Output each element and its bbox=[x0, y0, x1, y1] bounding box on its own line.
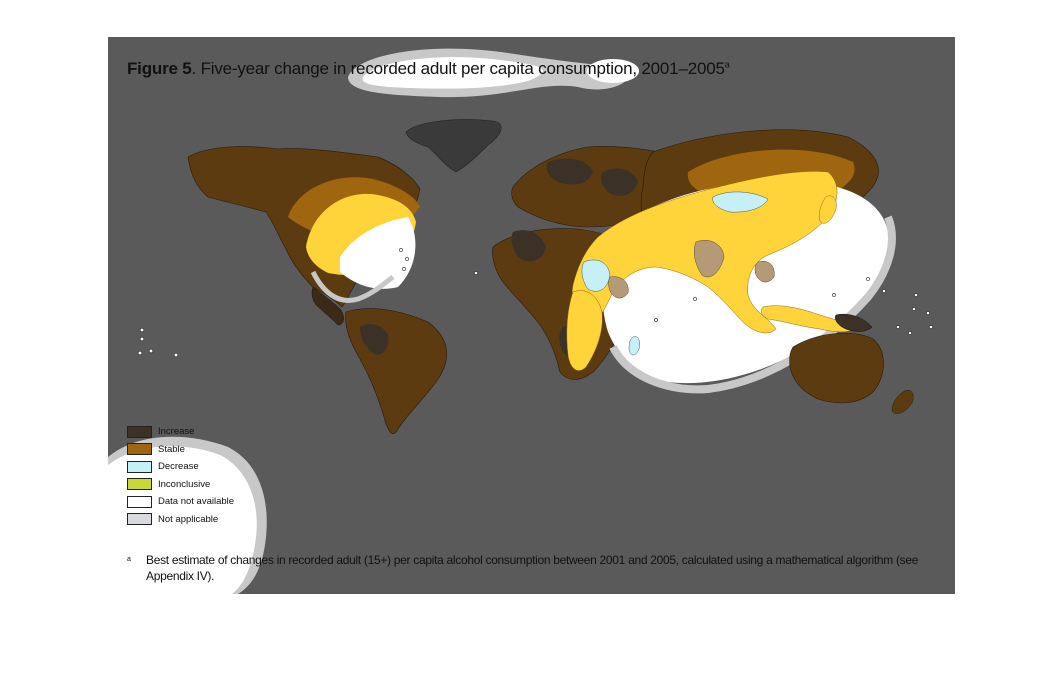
footnote: a Best estimate of changes in recorded ad… bbox=[127, 552, 947, 584]
figure-title: Figure 5. Five-year change in recorded a… bbox=[127, 59, 730, 79]
legend-swatch-increase bbox=[127, 425, 152, 438]
legend-item-data-not-available: Data not available bbox=[127, 493, 234, 511]
landmass-new-zealand bbox=[891, 389, 914, 414]
legend-swatch-data-not-available bbox=[127, 495, 152, 508]
region-southeast-asia-tan bbox=[754, 261, 775, 283]
map-legend: Increase Stable Decrease Inconclusive Da… bbox=[127, 423, 234, 528]
region-south-america-increase bbox=[360, 324, 389, 355]
legend-label: Decrease bbox=[158, 461, 199, 473]
legend-label: Stable bbox=[158, 443, 185, 455]
landmass-new-guinea bbox=[835, 313, 873, 332]
figure-title-text: . Five-year change in recorded adult per… bbox=[191, 59, 725, 78]
region-west-africa-increase bbox=[511, 230, 546, 262]
legend-item-stable: Stable bbox=[127, 441, 234, 459]
small-islands bbox=[137, 248, 933, 358]
figure-label: Figure 5 bbox=[127, 59, 192, 78]
halo-americas bbox=[310, 270, 395, 303]
legend-label: Data not available bbox=[158, 496, 235, 508]
legend-label: Increase bbox=[158, 426, 195, 438]
glare-top-small bbox=[587, 59, 639, 83]
region-east-africa-highlight bbox=[566, 290, 603, 371]
region-usa-white bbox=[340, 217, 416, 289]
legend-item-not-applicable: Not applicable bbox=[127, 511, 234, 529]
landmass-central-america bbox=[311, 286, 344, 326]
footnote-marker: a bbox=[127, 556, 131, 563]
figure-title-superscript: a bbox=[724, 59, 730, 70]
footnote-text: Best estimate of changes in recorded adu… bbox=[146, 553, 919, 583]
legend-label: Inconclusive bbox=[158, 478, 211, 490]
figure-panel: Figure 5. Five-year change in recorded a… bbox=[108, 37, 955, 594]
region-india-tan bbox=[694, 240, 725, 278]
legend-item-inconclusive: Inconclusive bbox=[127, 476, 234, 494]
glare-top-inner bbox=[362, 57, 543, 89]
legend-swatch-decrease bbox=[127, 460, 152, 473]
legend-swatch-stable bbox=[127, 443, 152, 456]
legend-swatch-inconclusive bbox=[127, 478, 152, 491]
region-horn-africa-tan bbox=[608, 276, 629, 299]
legend-item-increase: Increase bbox=[127, 423, 234, 441]
world-map bbox=[108, 48, 933, 594]
legend-item-decrease: Decrease bbox=[127, 458, 234, 476]
region-sudan-decrease bbox=[581, 259, 611, 292]
landmass-japan bbox=[819, 195, 837, 224]
region-mongolia-decrease bbox=[712, 191, 769, 213]
landmass-australia bbox=[789, 332, 884, 404]
legend-label: Not applicable bbox=[158, 513, 219, 525]
landmass-indonesia bbox=[760, 305, 859, 332]
legend-swatch-not-applicable bbox=[127, 513, 152, 526]
landmass-greenland bbox=[405, 119, 502, 173]
region-eastern-europe-increase bbox=[600, 168, 638, 196]
region-europe-increase bbox=[546, 158, 593, 185]
region-madagascar-decrease bbox=[628, 336, 640, 356]
